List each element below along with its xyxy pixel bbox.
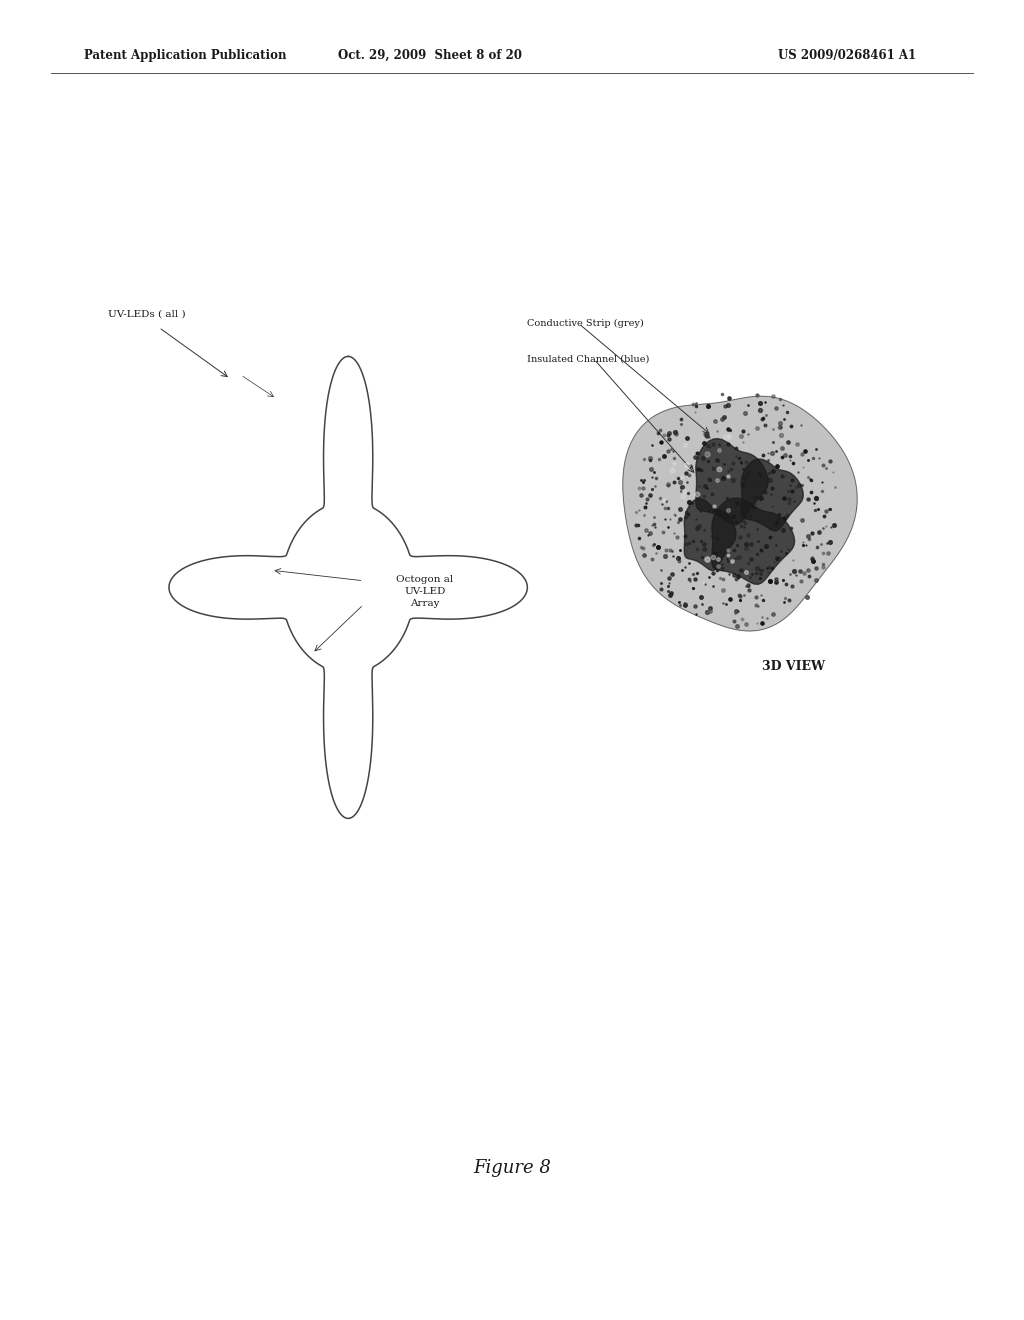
- Text: 3D VIEW: 3D VIEW: [762, 660, 825, 673]
- Polygon shape: [696, 438, 768, 525]
- Polygon shape: [623, 396, 857, 631]
- Text: Conductive Strip (grey): Conductive Strip (grey): [527, 319, 644, 327]
- Text: Oct. 29, 2009  Sheet 8 of 20: Oct. 29, 2009 Sheet 8 of 20: [338, 49, 522, 62]
- Polygon shape: [712, 498, 795, 585]
- Text: Insulated Channel (blue): Insulated Channel (blue): [527, 355, 650, 363]
- Text: US 2009/0268461 A1: US 2009/0268461 A1: [778, 49, 916, 62]
- Polygon shape: [741, 459, 803, 531]
- Polygon shape: [684, 499, 736, 570]
- Text: Patent Application Publication: Patent Application Publication: [84, 49, 287, 62]
- Text: Figure 8: Figure 8: [473, 1159, 551, 1177]
- Text: Octogon al
UV-LED
Array: Octogon al UV-LED Array: [396, 576, 454, 607]
- Text: UV-LEDs ( all ): UV-LEDs ( all ): [108, 310, 185, 318]
